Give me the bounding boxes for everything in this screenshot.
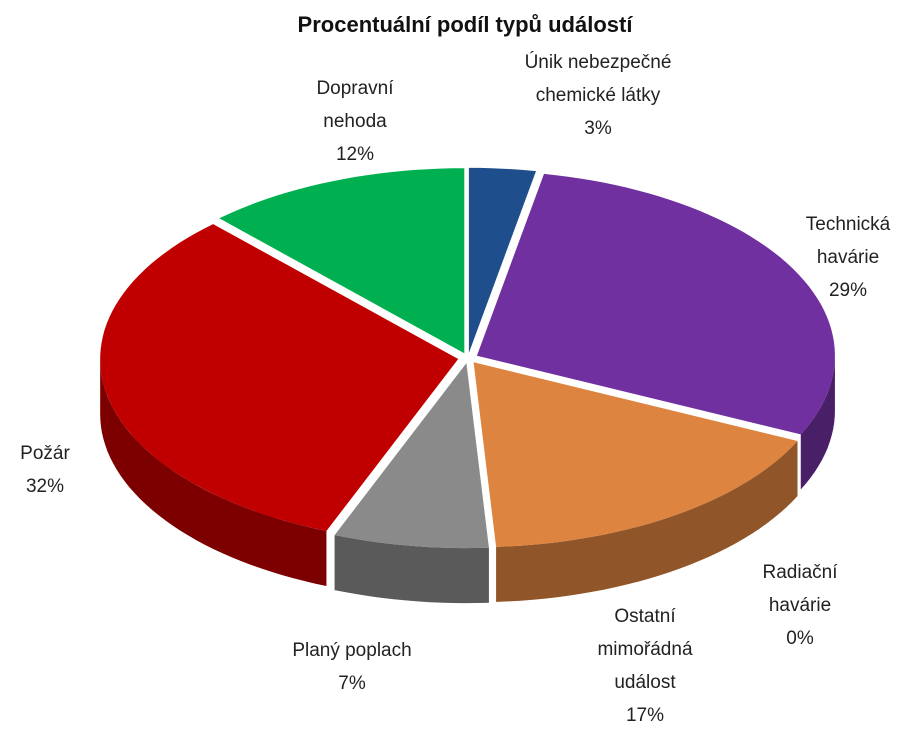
value-label: 17% [625, 705, 665, 726]
slice-side [334, 535, 489, 604]
data-label: Planý poplach 7% [252, 634, 452, 700]
category-label: Požár [20, 443, 70, 464]
data-label: Dopravní nehoda 12% [300, 72, 410, 171]
data-label: Technická havárie 29% [798, 208, 898, 307]
value-label: 7% [338, 673, 366, 694]
slice-side-shade [334, 535, 489, 604]
slice-side [100, 359, 327, 586]
value-label: 12% [335, 144, 375, 165]
slice [468, 167, 536, 353]
slice-side-shade [100, 359, 327, 586]
category-label: Únik nebezpečné chemické látky [524, 52, 672, 106]
slice-side-shade [496, 441, 798, 602]
category-label: Radiační havárie [762, 562, 838, 616]
data-label: Požár 32% [5, 437, 85, 503]
category-label: Planý poplach [292, 640, 412, 661]
slice-side [800, 355, 835, 490]
slice [473, 362, 798, 547]
data-label: Únik nebezpečné chemické látky 3% [523, 46, 673, 145]
category-label: Technická havárie [805, 214, 891, 268]
slice-side [496, 441, 798, 602]
slice-side-shade [800, 355, 835, 490]
data-label: Ostatní mimořádná událost 17% [585, 600, 705, 732]
slice [100, 224, 459, 531]
value-label: 32% [25, 476, 65, 497]
value-label: 29% [828, 280, 868, 301]
chart-title: Procentuální podíl typů událostí [297, 12, 633, 37]
category-label: Dopravní nehoda [316, 78, 394, 132]
value-label: 3% [584, 118, 612, 139]
slice [334, 363, 489, 549]
category-label: Ostatní mimořádná událost [597, 606, 693, 693]
value-label: 0% [786, 628, 814, 649]
slice [476, 173, 835, 435]
data-label: Radiační havárie 0% [750, 556, 850, 655]
slice [219, 168, 465, 354]
